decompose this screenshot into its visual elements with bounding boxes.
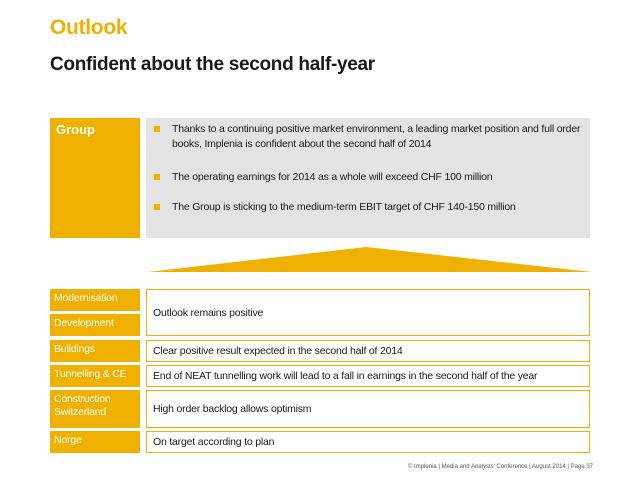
segment-label-development: Development — [50, 314, 140, 336]
group-bullet-2: The operating earnings for 2014 as a who… — [152, 170, 582, 185]
segment-label-tunnelling: Tunnelling & CE — [50, 365, 140, 387]
group-bullets-panel — [146, 118, 590, 238]
segment-label-buildings: Buildings — [50, 340, 140, 362]
group-bullet-3: The Group is sticking to the medium-term… — [152, 200, 582, 215]
group-box — [50, 118, 140, 238]
wedge-shape — [148, 247, 592, 272]
page-subtitle: Confident about the second half-year — [50, 54, 375, 75]
segment-label-norge: Norge — [50, 431, 140, 453]
segment-outlook-tunnelling: End of NEAT tunnelling work will lead to… — [146, 365, 590, 387]
footer-text: © Implenia | Media and Analysts' Confere… — [407, 464, 593, 470]
segment-outlook-modernisation-development: Outlook remains positive — [146, 289, 590, 336]
segment-outlook-norge: On target according to plan — [146, 431, 590, 453]
segment-outlook-construction-switzerland: High order backlog allows optimism — [146, 390, 590, 428]
group-bullet-1-text: Thanks to a continuing positive market e… — [172, 123, 581, 150]
wedge-arrow — [148, 247, 592, 272]
group-label: Group — [56, 122, 95, 137]
bullet-square-icon — [154, 126, 160, 132]
segment-label-modernisation: Modernisation — [50, 289, 140, 311]
page-title: Outlook — [50, 16, 128, 39]
segment-label-construction-switzerland: Construction Switzerland — [50, 390, 140, 428]
segment-outlook-buildings: Clear positive result expected in the se… — [146, 340, 590, 362]
group-bullet-3-text: The Group is sticking to the medium-term… — [172, 201, 516, 213]
bullet-square-icon — [154, 174, 160, 180]
bullet-square-icon — [154, 204, 160, 210]
group-bullet-1: Thanks to a continuing positive market e… — [152, 122, 582, 152]
group-bullet-2-text: The operating earnings for 2014 as a who… — [172, 171, 493, 183]
